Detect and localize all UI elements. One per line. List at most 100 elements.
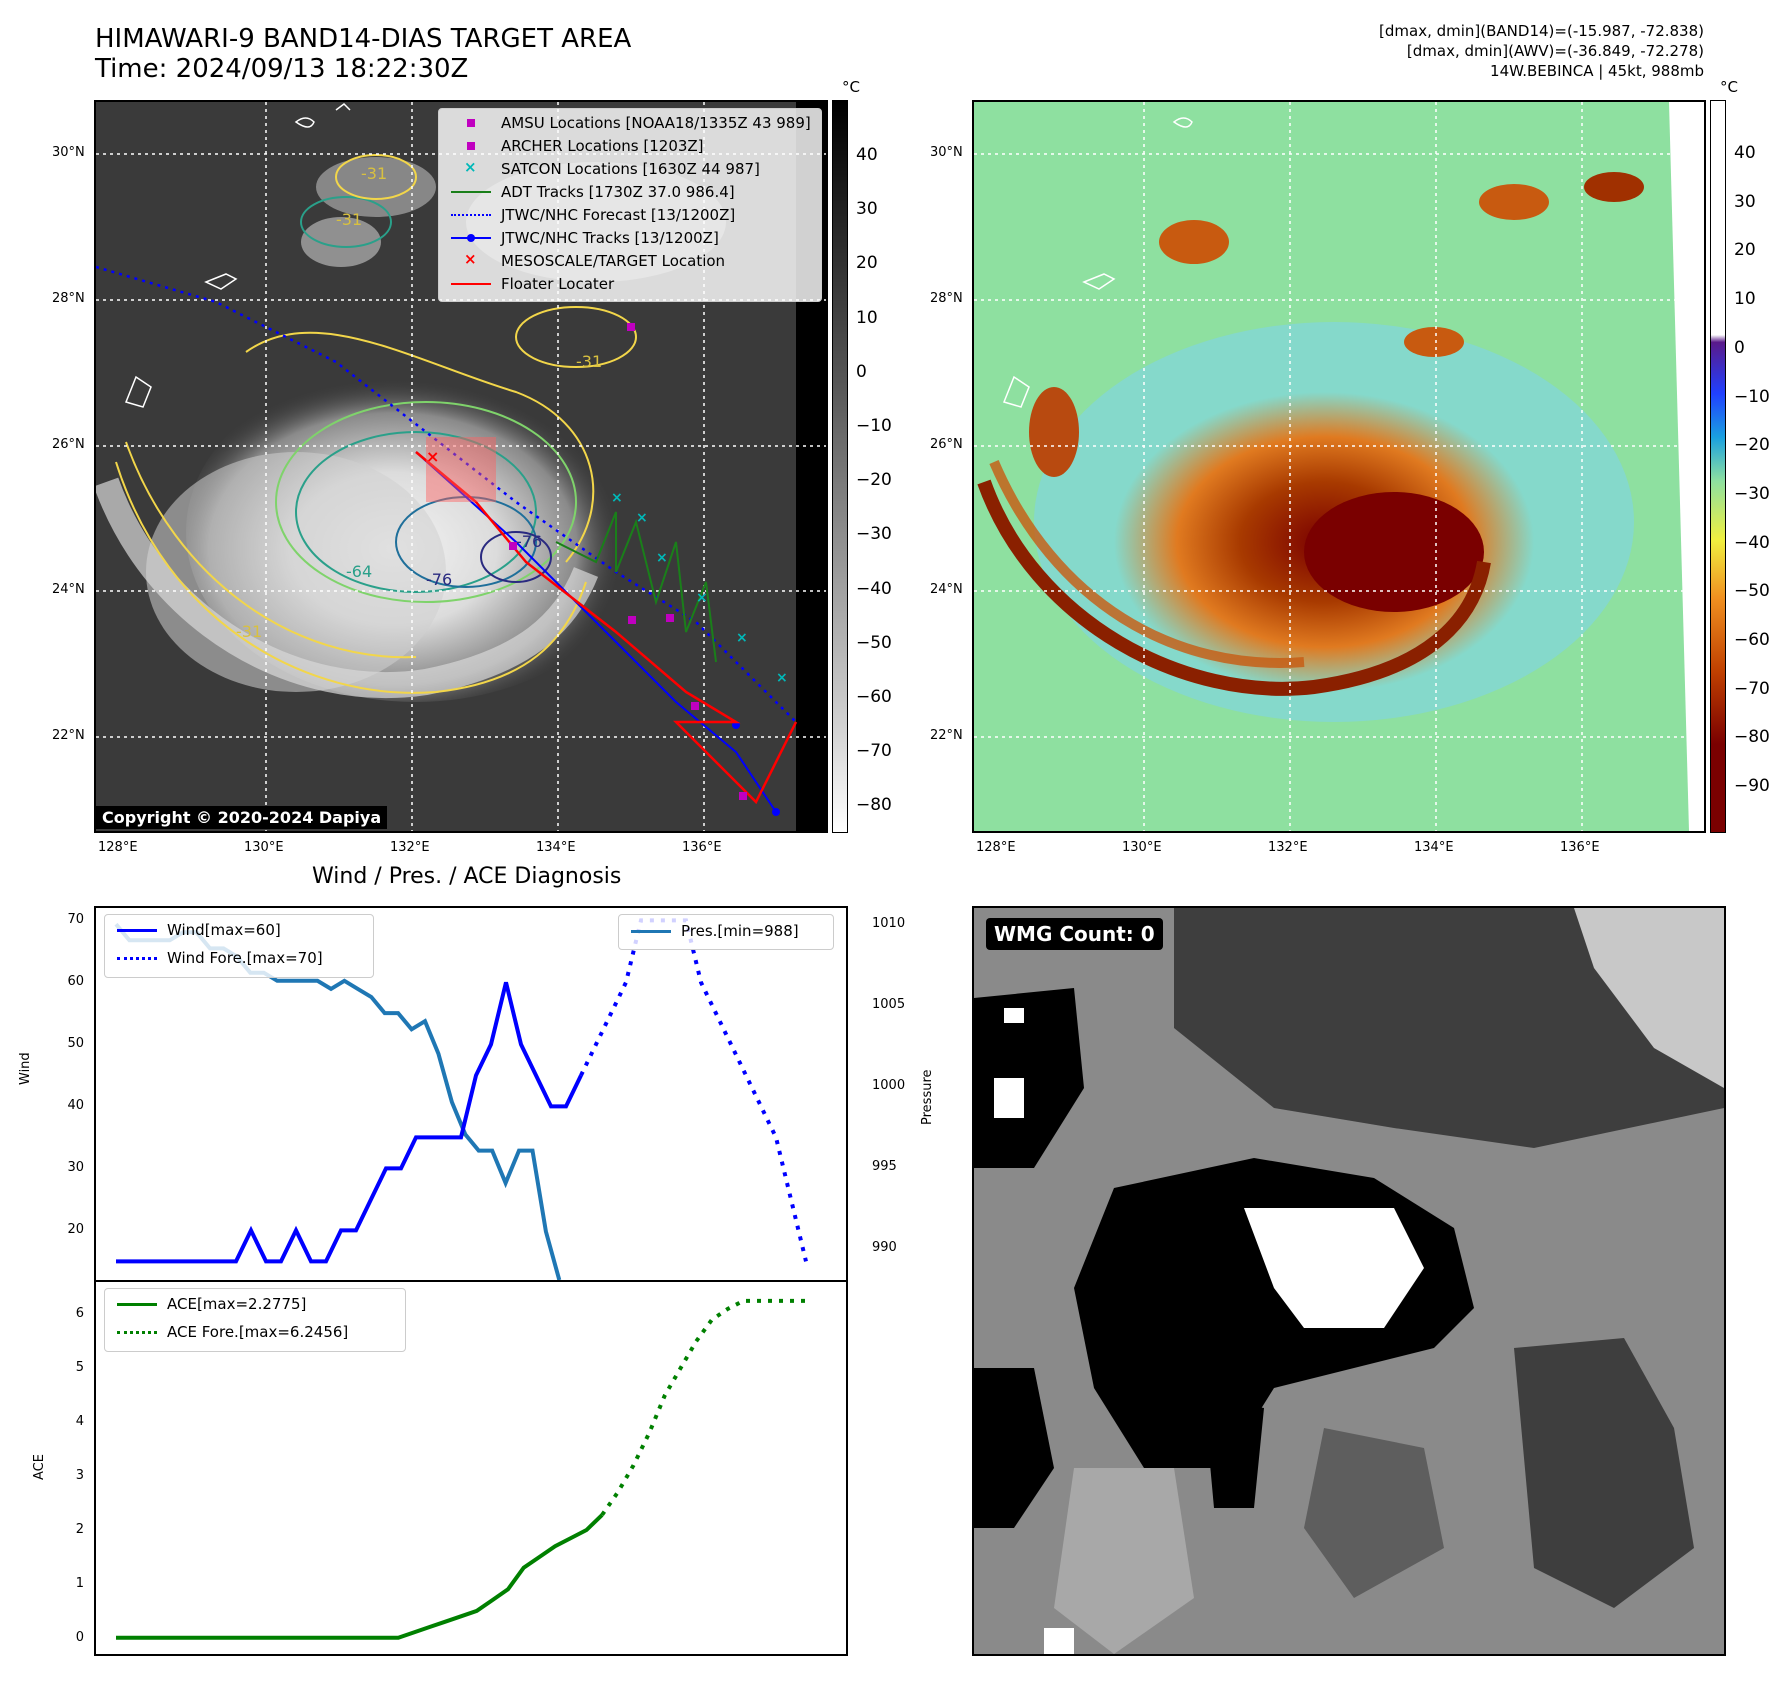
wind-forecast-line <box>579 918 808 1262</box>
wmg-panel: WMG Count: 0 <box>972 906 1726 1656</box>
colorbar-tick: −50 <box>1734 581 1770 602</box>
axis-tick-label: 4 <box>75 1414 84 1430</box>
contour-label: -31 <box>576 352 603 371</box>
colorbar-tick: 0 <box>856 361 867 382</box>
svg-text:×: × <box>656 550 668 566</box>
awv-map <box>972 100 1706 833</box>
svg-text:×: × <box>636 510 648 526</box>
colorbar-gray <box>832 100 848 833</box>
lon-label: 136°E <box>1560 840 1600 855</box>
info-storm: 14W.BEBINCA | 45kt, 988mb <box>1490 62 1704 80</box>
svg-text:×: × <box>611 490 623 506</box>
contour-label: -31 <box>336 210 363 229</box>
figure-time: Time: 2024/09/13 18:22:30Z <box>95 54 469 84</box>
info-awv: [dmax, dmin](AWV)=(-36.849, -72.278) <box>1406 42 1704 60</box>
legend-item-ace-fore: ACE Fore.[max=6.2456] <box>115 1321 348 1343</box>
wmg-image <box>974 908 1724 1654</box>
pressure-ylabel: Pressure <box>920 1069 935 1125</box>
legend-item-target: × MESOSCALE/TARGET Location <box>464 250 726 270</box>
colorbar-tick: 10 <box>856 307 878 328</box>
ace-legend: ACE[max=2.2775] ACE Fore.[max=6.2456] <box>104 1288 406 1352</box>
colorbar-tick: 20 <box>1734 240 1756 261</box>
ace-line <box>116 1513 604 1640</box>
lon-label: 130°E <box>244 840 284 855</box>
legend-item-floater: Floater Locater <box>449 273 614 295</box>
wind-line <box>116 981 583 1264</box>
axis-tick-label: 0 <box>75 1629 84 1645</box>
contour-label: -31 <box>236 622 263 641</box>
lat-label: 28°N <box>52 291 85 306</box>
colorbar-tick: −70 <box>856 741 892 762</box>
info-band14: [dmax, dmin](BAND14)=(-15.987, -72.838) <box>1379 22 1704 40</box>
axis-tick-label: 2 <box>75 1522 84 1537</box>
legend-item-archer: ARCHER Locations [1203Z] <box>449 135 704 157</box>
svg-text:×: × <box>776 670 788 686</box>
axis-tick-label: 1 <box>75 1575 84 1591</box>
colorbar-tick: 30 <box>1734 191 1756 212</box>
axis-tick-label: 5 <box>75 1360 84 1376</box>
colorbar-tick: −60 <box>1734 630 1770 650</box>
legend-item-amsu: AMSU Locations [NOAA18/1335Z 43 989] <box>449 112 811 134</box>
lon-label: 134°E <box>536 840 576 855</box>
axis-tick-label: 6 <box>75 1306 84 1322</box>
colorbar-tick: −80 <box>1734 727 1770 748</box>
legend-item-wind-fore: Wind Fore.[max=70] <box>115 947 323 969</box>
contour-label: -31 <box>361 164 388 183</box>
colorbar-tick: −70 <box>1734 678 1770 699</box>
axis-tick-label: 1005 <box>872 997 906 1013</box>
lat-label: 26°N <box>52 437 85 452</box>
lat-label: 22°N <box>52 728 85 743</box>
lat-label: 26°N <box>930 437 963 452</box>
colorbar-tick: 30 <box>856 199 878 220</box>
contour-label: -64 <box>346 562 373 581</box>
contour-label: -76 <box>426 570 453 589</box>
ace-plot <box>116 1298 806 1640</box>
contour-label: -76 <box>516 532 543 551</box>
legend-item-tracks: JTWC/NHC Tracks [13/1200Z] <box>449 227 719 249</box>
axis-tick-label: 40 <box>67 1098 84 1114</box>
legend-item-ace: ACE[max=2.2775] <box>115 1293 306 1315</box>
axis-tick-label: 995 <box>872 1158 897 1174</box>
wind-legend: Wind[max=60] Wind Fore.[max=70] <box>104 914 374 978</box>
lon-label: 134°E <box>1414 840 1454 855</box>
lon-label: 132°E <box>1268 840 1308 855</box>
colorbar-tick: −20 <box>1734 435 1770 456</box>
colorbar-tick: 20 <box>856 253 878 274</box>
ace-axes <box>94 1280 848 1656</box>
colorbar-tick: −20 <box>856 470 892 491</box>
wmg-count-badge: WMG Count: 0 <box>986 918 1163 950</box>
colorbar-tick: 40 <box>1734 143 1756 163</box>
axis-tick-label: 3 <box>75 1468 84 1484</box>
colorbar-tick: −90 <box>1734 776 1770 797</box>
colorbar-tick: −40 <box>1734 532 1770 553</box>
colorbar-tick: 40 <box>856 145 878 165</box>
copyright-badge: Copyright © 2020-2024 Dapiya <box>96 806 388 829</box>
colorbar-tick: −50 <box>856 632 892 653</box>
colorbar-tick: −30 <box>1734 483 1770 504</box>
lat-label: 28°N <box>930 291 963 306</box>
colorbar-awv <box>1710 100 1726 833</box>
diagnosis-title: Wind / Pres. / ACE Diagnosis <box>312 864 622 889</box>
awv-image <box>974 102 1704 831</box>
axis-tick-label: 70 <box>67 912 84 928</box>
legend-item-wind: Wind[max=60] <box>115 919 281 941</box>
colorbar-tick: −30 <box>856 524 892 545</box>
figure-title: HIMAWARI-9 BAND14-DIAS TARGET AREA <box>95 24 632 54</box>
lon-label: 136°E <box>682 840 722 855</box>
axis-tick-label: 990 <box>872 1239 897 1255</box>
lon-label: 128°E <box>98 840 138 855</box>
lat-label: 24°N <box>930 582 963 597</box>
lat-label: 30°N <box>930 145 963 160</box>
legend-item-satcon: × SATCON Locations [1630Z 44 987] <box>464 158 760 178</box>
lon-label: 130°E <box>1122 840 1162 855</box>
colorbar-tick: −80 <box>856 795 892 816</box>
legend-item-pressure: Pres.[min=988] <box>629 920 799 942</box>
legend-item-adt: ADT Tracks [1730Z 37.0 986.4] <box>449 181 735 203</box>
colorbar-tick: 0 <box>1734 337 1745 358</box>
lon-label: 132°E <box>390 840 430 855</box>
lat-label: 22°N <box>930 728 963 743</box>
colorbar-tick: −40 <box>856 578 892 599</box>
ace-forecast-line <box>600 1298 806 1517</box>
lat-label: 24°N <box>52 582 85 597</box>
ace-ylabel: ACE <box>32 1454 47 1480</box>
